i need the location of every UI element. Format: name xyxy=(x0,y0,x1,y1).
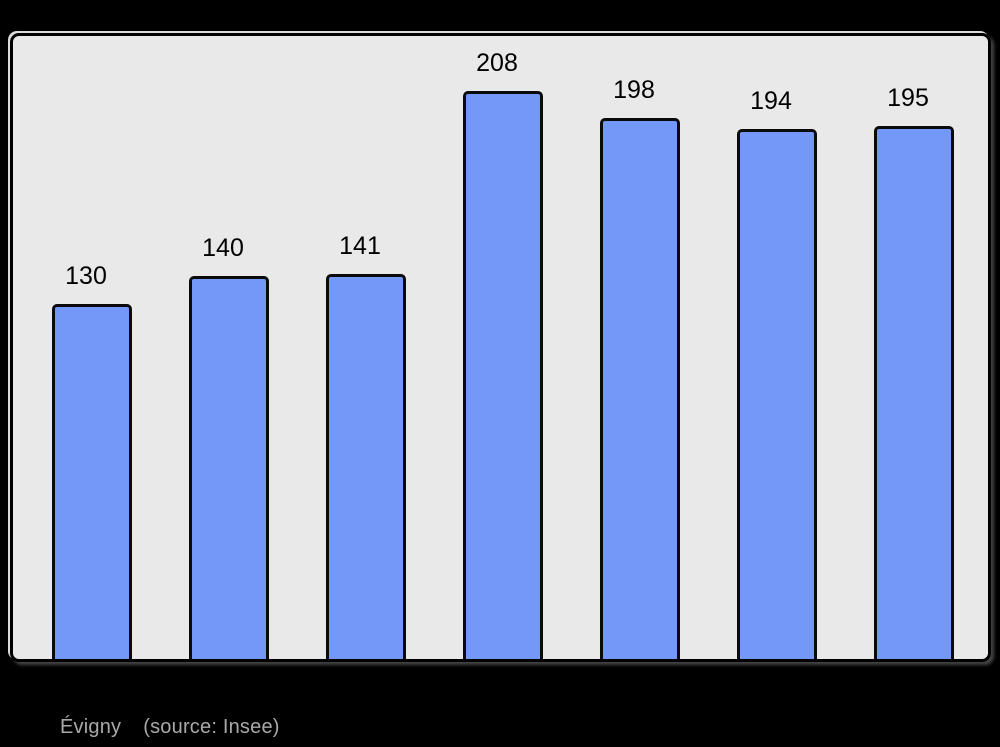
bar-value-label: 194 xyxy=(750,87,792,115)
caption-source-note: (source: Insee) xyxy=(143,716,280,738)
bar-value-label: 195 xyxy=(887,84,929,112)
chart-caption: Évigny (source: Insee) xyxy=(60,716,280,739)
caption-title: Évigny xyxy=(60,716,122,738)
bar xyxy=(737,129,817,659)
bar xyxy=(326,274,406,659)
bar-value-label: 140 xyxy=(202,234,244,262)
bar xyxy=(52,304,132,659)
bar xyxy=(189,276,269,659)
bar xyxy=(463,91,543,659)
bar-value-label: 130 xyxy=(65,262,107,290)
plot-area: 130 140 141 208 198 194 195 xyxy=(13,36,988,659)
bar-value-label: 208 xyxy=(476,49,518,77)
bar-value-label: 141 xyxy=(339,232,381,260)
bar xyxy=(874,126,954,659)
bar xyxy=(600,118,680,659)
bar-value-label: 198 xyxy=(613,76,655,104)
plot-frame: 130 140 141 208 198 194 195 xyxy=(10,33,991,662)
